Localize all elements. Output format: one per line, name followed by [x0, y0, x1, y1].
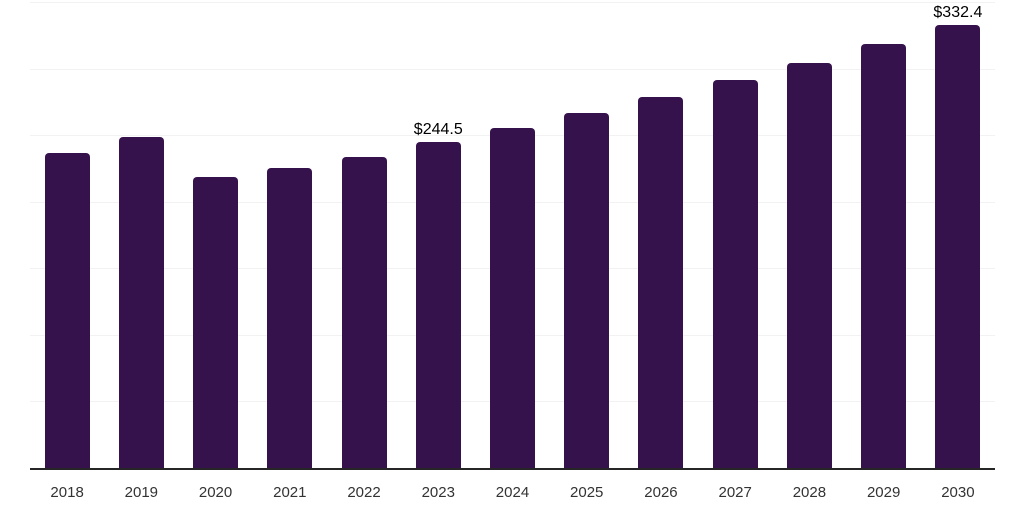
bar-2021 — [267, 168, 313, 468]
bar-2026 — [638, 96, 684, 468]
x-axis-label-2024: 2024 — [495, 484, 530, 501]
x-axis-label-2025: 2025 — [570, 484, 604, 501]
bar-2027 — [712, 80, 758, 468]
bar-2020 — [193, 177, 239, 468]
bar-2029 — [861, 44, 907, 468]
x-axis-label-2023: 2023 — [421, 484, 455, 501]
gridline-300 — [30, 68, 995, 70]
x-axis-label-2019: 2019 — [124, 484, 159, 501]
gridline-350 — [30, 2, 995, 3]
bar-2022 — [341, 156, 387, 468]
bar-2023 — [415, 142, 461, 468]
x-axis-label-2026: 2026 — [644, 484, 678, 501]
x-axis-label-2022: 2022 — [347, 484, 381, 501]
bar-2025 — [564, 112, 610, 468]
x-axis-label-2020: 2020 — [198, 484, 233, 501]
x-axis-label-2028: 2028 — [792, 484, 827, 501]
x-axis-label-2027: 2027 — [718, 484, 752, 501]
x-axis-label-2030: 2030 — [941, 484, 975, 501]
bar-2019 — [118, 137, 164, 468]
x-axis-label-2021: 2021 — [273, 484, 307, 501]
data-label-2030: $332.4 — [933, 4, 983, 22]
x-axis-label-2029: 2029 — [866, 484, 901, 501]
bar-2024 — [490, 127, 535, 468]
bar-2030 — [935, 25, 981, 468]
x-axis-label-2018: 2018 — [50, 484, 84, 501]
x-axis-line — [30, 468, 995, 470]
bar-2028 — [786, 62, 832, 468]
bar-2018 — [44, 152, 90, 468]
data-label-2023: $244.5 — [413, 121, 463, 139]
